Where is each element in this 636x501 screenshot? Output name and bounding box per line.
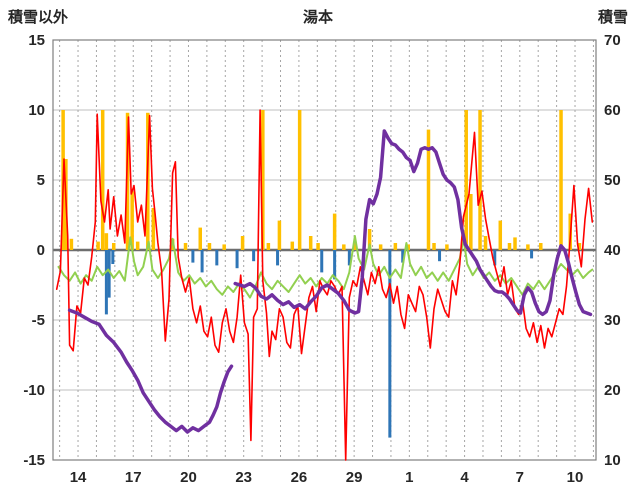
x-axis-tick: 17 bbox=[125, 469, 142, 486]
x-axis-tick: 1 bbox=[405, 469, 413, 486]
x-axis-tick: 10 bbox=[567, 469, 584, 486]
x-axis-tick: 20 bbox=[180, 469, 197, 486]
x-axis-tick: 4 bbox=[460, 469, 469, 486]
right-axis-tick: 60 bbox=[604, 102, 621, 119]
left-axis-tick: -15 bbox=[23, 452, 45, 469]
station-title: 湯本 bbox=[302, 9, 333, 26]
right-axis-tick: 10 bbox=[604, 452, 621, 469]
left-axis-tick: 15 bbox=[28, 32, 45, 49]
left-axis-tick: 5 bbox=[37, 172, 45, 189]
right-axis-title: 積雪 bbox=[597, 9, 628, 26]
x-axis-tick: 14 bbox=[70, 469, 87, 486]
right-axis-tick: 20 bbox=[604, 382, 621, 399]
left-axis-tick: -5 bbox=[32, 312, 45, 329]
x-axis-tick: 29 bbox=[346, 469, 363, 486]
left-axis-tick: 0 bbox=[37, 242, 45, 259]
left-axis-title: 積雪以外 bbox=[8, 9, 69, 26]
right-axis-tick: 50 bbox=[604, 172, 621, 189]
x-axis-tick: 23 bbox=[235, 469, 252, 486]
left-axis-tick: 10 bbox=[28, 102, 45, 119]
right-axis-tick: 70 bbox=[604, 32, 621, 49]
right-axis-tick: 30 bbox=[604, 312, 621, 329]
right-axis-tick: 40 bbox=[604, 242, 621, 259]
x-axis-tick: 7 bbox=[516, 469, 524, 486]
left-axis-tick: -10 bbox=[23, 382, 45, 399]
x-axis-tick: 26 bbox=[291, 469, 308, 486]
